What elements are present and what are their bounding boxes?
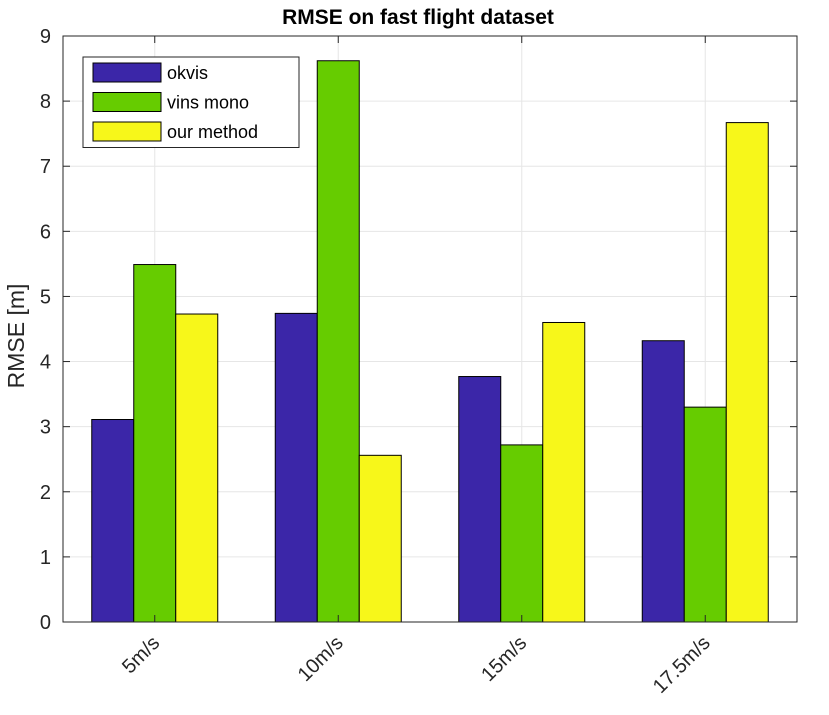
bar xyxy=(683,406,727,623)
y-tick-label: 4 xyxy=(40,352,51,374)
bar xyxy=(316,60,360,623)
bar xyxy=(175,313,219,623)
bar xyxy=(542,321,586,623)
legend: okvis vins mono our method xyxy=(82,56,300,148)
bar xyxy=(725,122,769,623)
y-tick-label: 0 xyxy=(40,612,51,634)
bars xyxy=(91,60,769,623)
bar xyxy=(500,444,544,623)
legend-swatch xyxy=(92,92,162,112)
chart-title: RMSE on fast flight dataset xyxy=(282,6,554,29)
y-tick-label: 9 xyxy=(40,26,51,48)
y-tick-label: 2 xyxy=(40,482,51,504)
bar xyxy=(91,419,135,623)
bar xyxy=(641,340,685,623)
legend-label: okvis xyxy=(167,63,208,83)
legend-label: vins mono xyxy=(167,93,249,113)
legend-label: our method xyxy=(167,122,258,142)
bar xyxy=(458,376,502,623)
bar xyxy=(133,264,177,623)
legend-swatch xyxy=(92,121,162,142)
bar xyxy=(274,312,318,623)
y-tick-label: 8 xyxy=(40,91,51,113)
legend-swatch xyxy=(92,62,162,83)
y-tick-label: 6 xyxy=(40,221,51,243)
axes-box xyxy=(62,35,798,623)
y-tick-label: 3 xyxy=(40,417,51,439)
bar xyxy=(358,454,402,623)
y-axis-label: RMSE [m] xyxy=(3,284,29,389)
y-axis-ticks: 0 1 2 3 4 5 6 7 8 9 xyxy=(40,26,797,634)
y-tick-label: 7 xyxy=(40,156,51,178)
y-tick-label: 5 xyxy=(40,286,51,308)
y-tick-label: 1 xyxy=(40,547,51,569)
